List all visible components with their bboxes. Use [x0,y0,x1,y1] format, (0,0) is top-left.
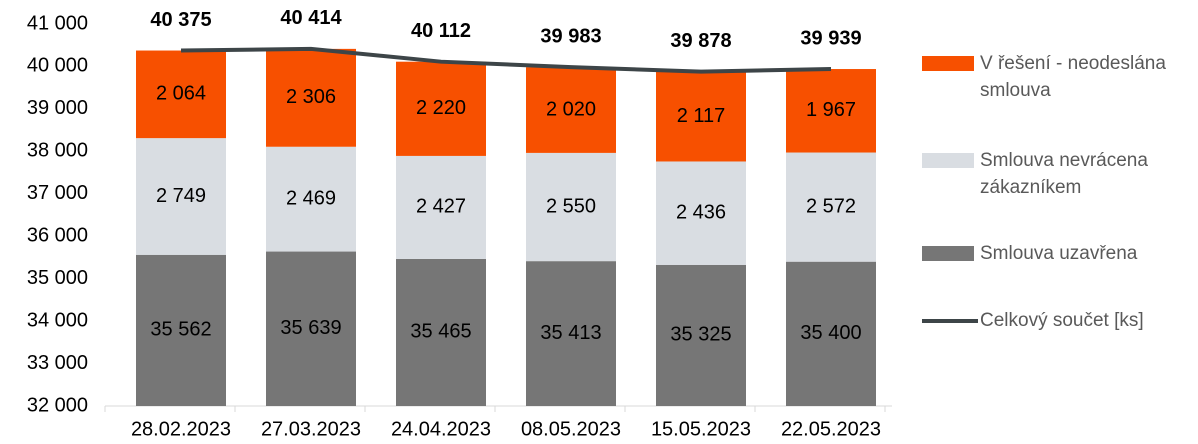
legend-item: Celkový součet [ks] [922,307,1198,334]
value-label: 35 325 [670,324,731,346]
bar-segment [526,67,616,153]
bar-segment [396,61,486,156]
bar-segment [266,48,356,147]
total-label: 40 112 [411,20,471,42]
legend-item: Smlouva nevrácena zákazníkem [922,147,1198,201]
value-label: 2 020 [546,98,596,120]
bar-segment [786,152,876,262]
x-tick-label: 22.05.2023 [781,418,881,440]
legend-item: V řešení - neodeslána smlouva [922,50,1198,104]
value-label: 2 117 [677,105,726,127]
y-tick-label: 36 000 [27,225,88,247]
legend-swatch [922,319,978,323]
total-label: 39 983 [540,25,601,47]
y-tick-label: 39 000 [27,97,88,119]
bar-segment [396,155,486,259]
y-tick-label: 37 000 [27,182,88,204]
legend-label: Celkový součet [ks] [980,310,1144,331]
total-label: 40 414 [280,7,342,29]
value-label: 2 572 [806,195,856,217]
value-label: 35 639 [280,317,341,339]
legend-label: V řešení - neodeslána smlouva [980,53,1166,101]
value-label: 2 064 [156,83,206,105]
value-label: 2 220 [416,97,466,119]
value-label: 2 550 [546,195,596,217]
legend-swatch [922,246,974,261]
bar-segment [136,138,226,255]
legend-label: Smlouva uzavřena [980,243,1138,264]
value-label: 2 436 [676,201,726,223]
bar-segment [656,161,746,265]
y-tick-label: 41 000 [27,12,88,34]
y-tick-label: 35 000 [27,267,88,289]
bar-segment [266,146,356,252]
legend-label: Smlouva nevrácena zákazníkem [980,150,1148,198]
bar-segment [396,258,486,406]
bar-segment [526,152,616,262]
y-tick-label: 32 000 [27,394,88,416]
legend-swatch [922,153,974,168]
total-label: 39 878 [670,30,731,52]
x-tick-label: 27.03.2023 [261,418,361,440]
x-tick-label: 08.05.2023 [521,418,621,440]
x-tick-label: 28.02.2023 [131,418,231,440]
y-tick-label: 33 000 [27,352,88,374]
value-label: 2 749 [156,185,206,207]
bar-segment [786,261,876,406]
bar-segment [786,69,876,153]
bar-segment [656,71,746,162]
x-tick-label: 15.05.2023 [651,418,751,440]
value-label: 35 413 [540,322,601,344]
y-tick-label: 40 000 [27,55,88,77]
total-line [180,46,832,74]
bar-segment [136,254,226,406]
bar-segment [266,251,356,406]
value-label: 2 469 [286,187,336,209]
bar-segment [526,261,616,406]
bar-segment [656,264,746,406]
value-label: 2 427 [416,196,466,218]
value-label: 35 400 [800,322,861,344]
value-label: 1 967 [806,99,856,121]
value-label: 2 306 [286,86,336,108]
legend-swatch [922,56,974,71]
legend-item: Smlouva uzavřena [922,240,1198,267]
value-label: 35 562 [150,319,211,341]
value-label: 35 465 [410,321,471,343]
bar-segment [136,50,226,139]
y-tick-label: 38 000 [27,140,88,162]
total-label: 40 375 [150,9,211,31]
x-tick-label: 24.04.2023 [391,418,491,440]
total-label: 39 939 [800,27,861,49]
y-tick-label: 34 000 [27,309,88,331]
